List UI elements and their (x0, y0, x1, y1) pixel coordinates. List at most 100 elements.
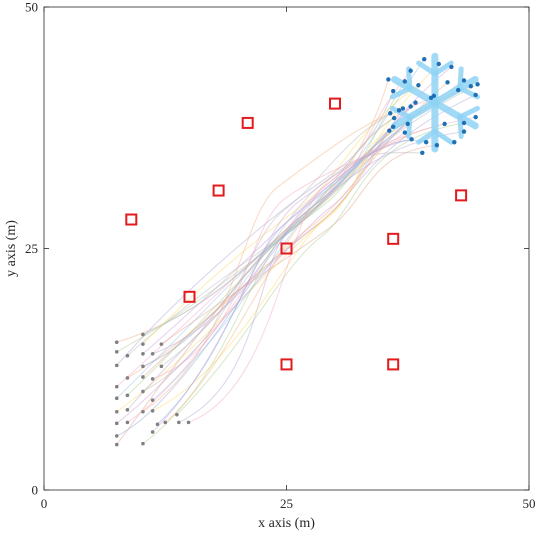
goal-point (391, 124, 396, 129)
goal-point (391, 115, 397, 121)
goal-point (402, 130, 408, 135)
start-point (141, 389, 145, 394)
obstacle-marker (241, 116, 254, 129)
trajectory-line (142, 105, 412, 367)
y-tick-label: 0 (32, 483, 39, 498)
goal-point (431, 93, 437, 99)
start-point (150, 377, 155, 381)
start-point (150, 430, 155, 434)
start-point (155, 422, 160, 427)
start-point (125, 420, 130, 425)
start-point (114, 409, 119, 414)
trajectory-line (152, 123, 409, 355)
trajectory-line (116, 78, 389, 343)
snowflake-arm (391, 75, 439, 107)
start-point (177, 420, 181, 425)
start-point (150, 408, 155, 413)
obstacle-marker (280, 242, 293, 255)
goal-point (402, 79, 408, 84)
goal-point (452, 140, 457, 145)
y-tick-label: 25 (25, 241, 38, 256)
goal-point (461, 78, 467, 83)
snowflake-branch (416, 60, 438, 77)
trajectory-line (126, 94, 477, 411)
x-axis-label: x axis (m) (258, 516, 315, 531)
start-point (125, 393, 130, 398)
goal-point (468, 84, 473, 89)
trajectory-line (142, 117, 395, 445)
trajectory-line (142, 112, 391, 413)
trajectory-line (142, 102, 417, 355)
obstacle-marker (455, 189, 468, 202)
goal-point (461, 129, 467, 134)
trajectory-line (142, 109, 400, 393)
start-point (114, 340, 119, 345)
goal-point (388, 111, 393, 116)
obstacle-marker (183, 290, 196, 303)
y-tick-label: 50 (25, 0, 38, 15)
goal-point (409, 137, 414, 142)
obstacle-marker (125, 213, 138, 226)
snowflake-arm (431, 75, 479, 107)
obstacle-marker (280, 358, 293, 371)
trajectory-line (126, 89, 459, 396)
trajectory-line (160, 144, 438, 345)
start-point (175, 412, 179, 417)
x-tick-label: 25 (280, 496, 293, 511)
goal-point (413, 100, 418, 105)
start-point (141, 364, 145, 369)
trajectory-line (178, 131, 465, 423)
start-points-layer (114, 332, 191, 447)
trajectory-line (116, 85, 472, 446)
goal-point (391, 88, 396, 94)
snowflake-branch (432, 60, 454, 77)
trajectory-line (187, 116, 477, 423)
snowflake-branch (406, 114, 413, 139)
start-point (141, 409, 145, 414)
snowflake-arm (431, 99, 479, 130)
goal-point (396, 108, 402, 113)
goal-point (422, 56, 427, 62)
snowflake-branch (406, 66, 413, 91)
obstacle-marker (387, 358, 400, 371)
goal-point (387, 128, 392, 133)
trajectory-line (126, 81, 449, 379)
goal-point (436, 61, 441, 67)
start-point (150, 351, 155, 356)
trajectory-line (152, 126, 394, 401)
snowflake-branch (457, 105, 480, 120)
obstacle-layer (125, 97, 468, 371)
trajectory-line (116, 58, 425, 399)
start-point (141, 375, 145, 379)
x-tick-label: 0 (41, 496, 48, 511)
start-point (159, 342, 164, 346)
goal-point (416, 83, 421, 88)
goal-point (461, 120, 467, 126)
goal-point (473, 92, 478, 98)
start-point (141, 441, 145, 446)
goal-point (405, 121, 410, 127)
start-point (114, 442, 119, 447)
start-point (141, 342, 145, 346)
y-axis-label: y axis (m) (4, 220, 19, 277)
snowflake-arm (391, 99, 439, 130)
trajectory-layer (116, 58, 479, 446)
goal-point (408, 68, 413, 73)
start-point (163, 420, 168, 425)
trajectory-line (116, 70, 412, 388)
goal-point (434, 142, 440, 148)
goal-point (420, 150, 425, 156)
goal-point (386, 77, 391, 82)
start-point (150, 398, 155, 402)
snowflake-branch (416, 128, 438, 145)
start-point (159, 364, 164, 369)
goal-point (408, 104, 413, 109)
trajectory-line (152, 130, 390, 412)
goal-point (449, 64, 454, 70)
start-point (141, 351, 145, 356)
trajectory-line (116, 63, 440, 413)
obstacle-marker (387, 232, 400, 245)
trajectory-line (160, 152, 423, 367)
start-point (125, 376, 130, 380)
